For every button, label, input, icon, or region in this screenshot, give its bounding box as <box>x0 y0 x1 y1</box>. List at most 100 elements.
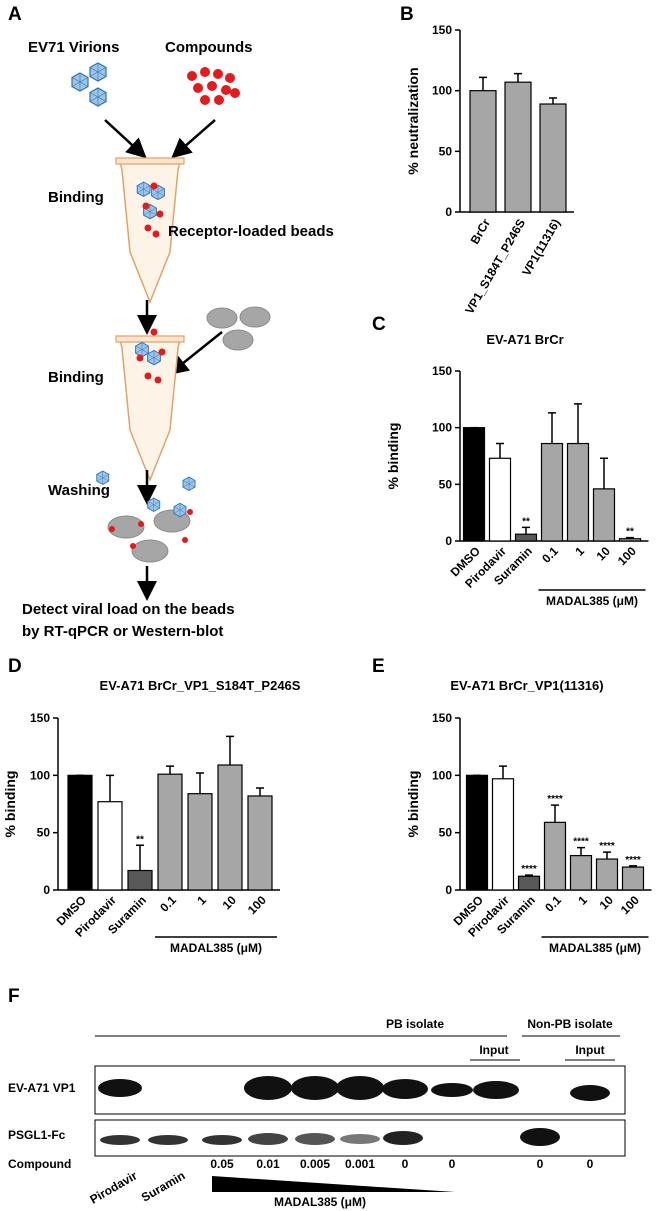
concentration: 0.01 <box>256 1157 280 1171</box>
label: Binding <box>48 369 104 386</box>
error-bar <box>136 844 144 871</box>
error-bar <box>548 412 556 444</box>
concentration: 0.005 <box>300 1157 330 1171</box>
error-bar <box>626 536 634 539</box>
group-label: MADAL385 (μM) <box>546 594 638 608</box>
group-label: MADAL385 (μM) <box>549 941 641 955</box>
y-tick-label: 150 <box>432 711 452 725</box>
y-tick-label: 50 <box>439 144 453 158</box>
error-bar <box>629 865 637 868</box>
x-tick-label: 1 <box>575 893 590 908</box>
vp1-bands <box>98 1076 610 1101</box>
bar <box>618 538 642 542</box>
significance: **** <box>625 855 641 866</box>
bar <box>514 533 538 542</box>
beads-icon <box>206 306 271 351</box>
compound-label: Compound <box>8 1157 71 1171</box>
result-text: by RT-qPCR or Western-blot <box>22 623 223 640</box>
bar <box>217 764 243 891</box>
bar <box>488 457 512 542</box>
x-tick-label: 10 <box>220 893 240 913</box>
panel-letter: C <box>372 314 386 335</box>
washed-beads <box>96 470 196 563</box>
bar <box>247 795 273 891</box>
y-tick-label: 0 <box>445 205 452 219</box>
input-label: Input <box>479 1043 508 1057</box>
label: Washing <box>48 482 110 499</box>
error-bar <box>479 76 487 91</box>
y-axis-label: % binding <box>405 771 421 838</box>
label: Compounds <box>165 39 253 56</box>
panel-letter: D <box>8 656 22 677</box>
psgl1-bands <box>100 1128 560 1146</box>
bar <box>97 801 123 891</box>
arrow <box>104 119 147 159</box>
y-tick-label: 0 <box>445 534 452 548</box>
panel-letter: B <box>400 4 414 25</box>
bar <box>621 866 645 891</box>
bar <box>517 875 541 891</box>
bar <box>504 81 532 213</box>
y-tick-label: 0 <box>43 883 50 897</box>
y-tick-label: 100 <box>432 421 452 435</box>
error-bar <box>577 846 585 856</box>
panel-letter: A <box>8 4 22 25</box>
panel-a: A EV71 Virions Compounds Binding Recepto… <box>8 4 334 640</box>
y-tick-label: 50 <box>37 826 51 840</box>
y-tick-label: 100 <box>432 84 452 98</box>
x-tick-label: 10 <box>597 893 617 913</box>
error-bar <box>514 72 522 83</box>
significance: **** <box>547 794 563 805</box>
bar <box>566 442 590 542</box>
bar <box>569 854 593 891</box>
significance: ** <box>522 516 530 527</box>
error-bar <box>256 787 264 796</box>
bar <box>465 774 489 891</box>
significance: **** <box>599 841 615 852</box>
y-axis-label: % binding <box>385 423 401 490</box>
x-tick-label: 10 <box>594 544 614 564</box>
error-bar <box>525 874 533 877</box>
y-tick-label: 50 <box>439 826 453 840</box>
group-label: MADAL385 (μM) <box>170 941 262 955</box>
bar <box>187 793 213 891</box>
virions-icon <box>71 62 107 107</box>
label: EV71 Virions <box>28 39 119 56</box>
x-tick-label: 100 <box>615 544 639 568</box>
compound-name: Suramin <box>139 1168 188 1204</box>
x-tick-label: 0.1 <box>157 893 179 915</box>
bar <box>543 821 567 891</box>
error-bar <box>106 774 114 802</box>
y-tick-label: 100 <box>30 768 50 782</box>
error-bar <box>196 772 204 794</box>
x-tick-label: 100 <box>618 893 642 917</box>
error-bar <box>574 403 582 444</box>
label: Binding <box>48 189 104 206</box>
bar <box>491 778 515 891</box>
group-label: PB isolate <box>386 1017 444 1031</box>
concentration: 0 <box>449 1157 456 1171</box>
x-tick-label: 1 <box>194 893 209 908</box>
x-tick-label: BrCr <box>468 216 494 246</box>
concentration: 0 <box>402 1157 409 1171</box>
arrow <box>168 331 223 376</box>
panel-f: F PB isolate Non-PB isolate Input Input … <box>8 986 626 1209</box>
error-bar <box>600 457 608 489</box>
panel-letter: F <box>8 986 20 1007</box>
x-tick-label: 0.1 <box>542 893 564 915</box>
error-bar <box>226 735 234 766</box>
chart-title: EV-A71 BrCr <box>486 332 563 347</box>
bar <box>595 858 619 891</box>
row-label: EV-A71 VP1 <box>8 1081 76 1095</box>
gradient-label: MADAL385 (μM) <box>274 1195 366 1209</box>
error-bar <box>549 97 557 105</box>
arrow <box>171 119 216 159</box>
significance: ** <box>136 834 144 845</box>
bar <box>592 488 616 542</box>
x-tick-label: 100 <box>245 893 269 917</box>
input-label: Input <box>575 1043 604 1057</box>
bar <box>469 90 497 213</box>
chart-title: EV-A71 BrCr_VP1_S184T_P246S <box>100 678 301 693</box>
error-bar <box>166 765 174 775</box>
